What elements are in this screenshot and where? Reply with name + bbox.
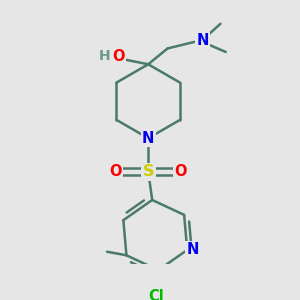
Text: H: H [98,49,110,63]
Text: N: N [142,131,154,146]
Text: O: O [110,164,122,179]
Text: N: N [186,242,199,257]
Text: Cl: Cl [149,289,164,300]
Text: N: N [196,33,209,48]
Text: O: O [112,49,124,64]
Text: O: O [175,164,187,179]
Text: S: S [142,164,154,179]
